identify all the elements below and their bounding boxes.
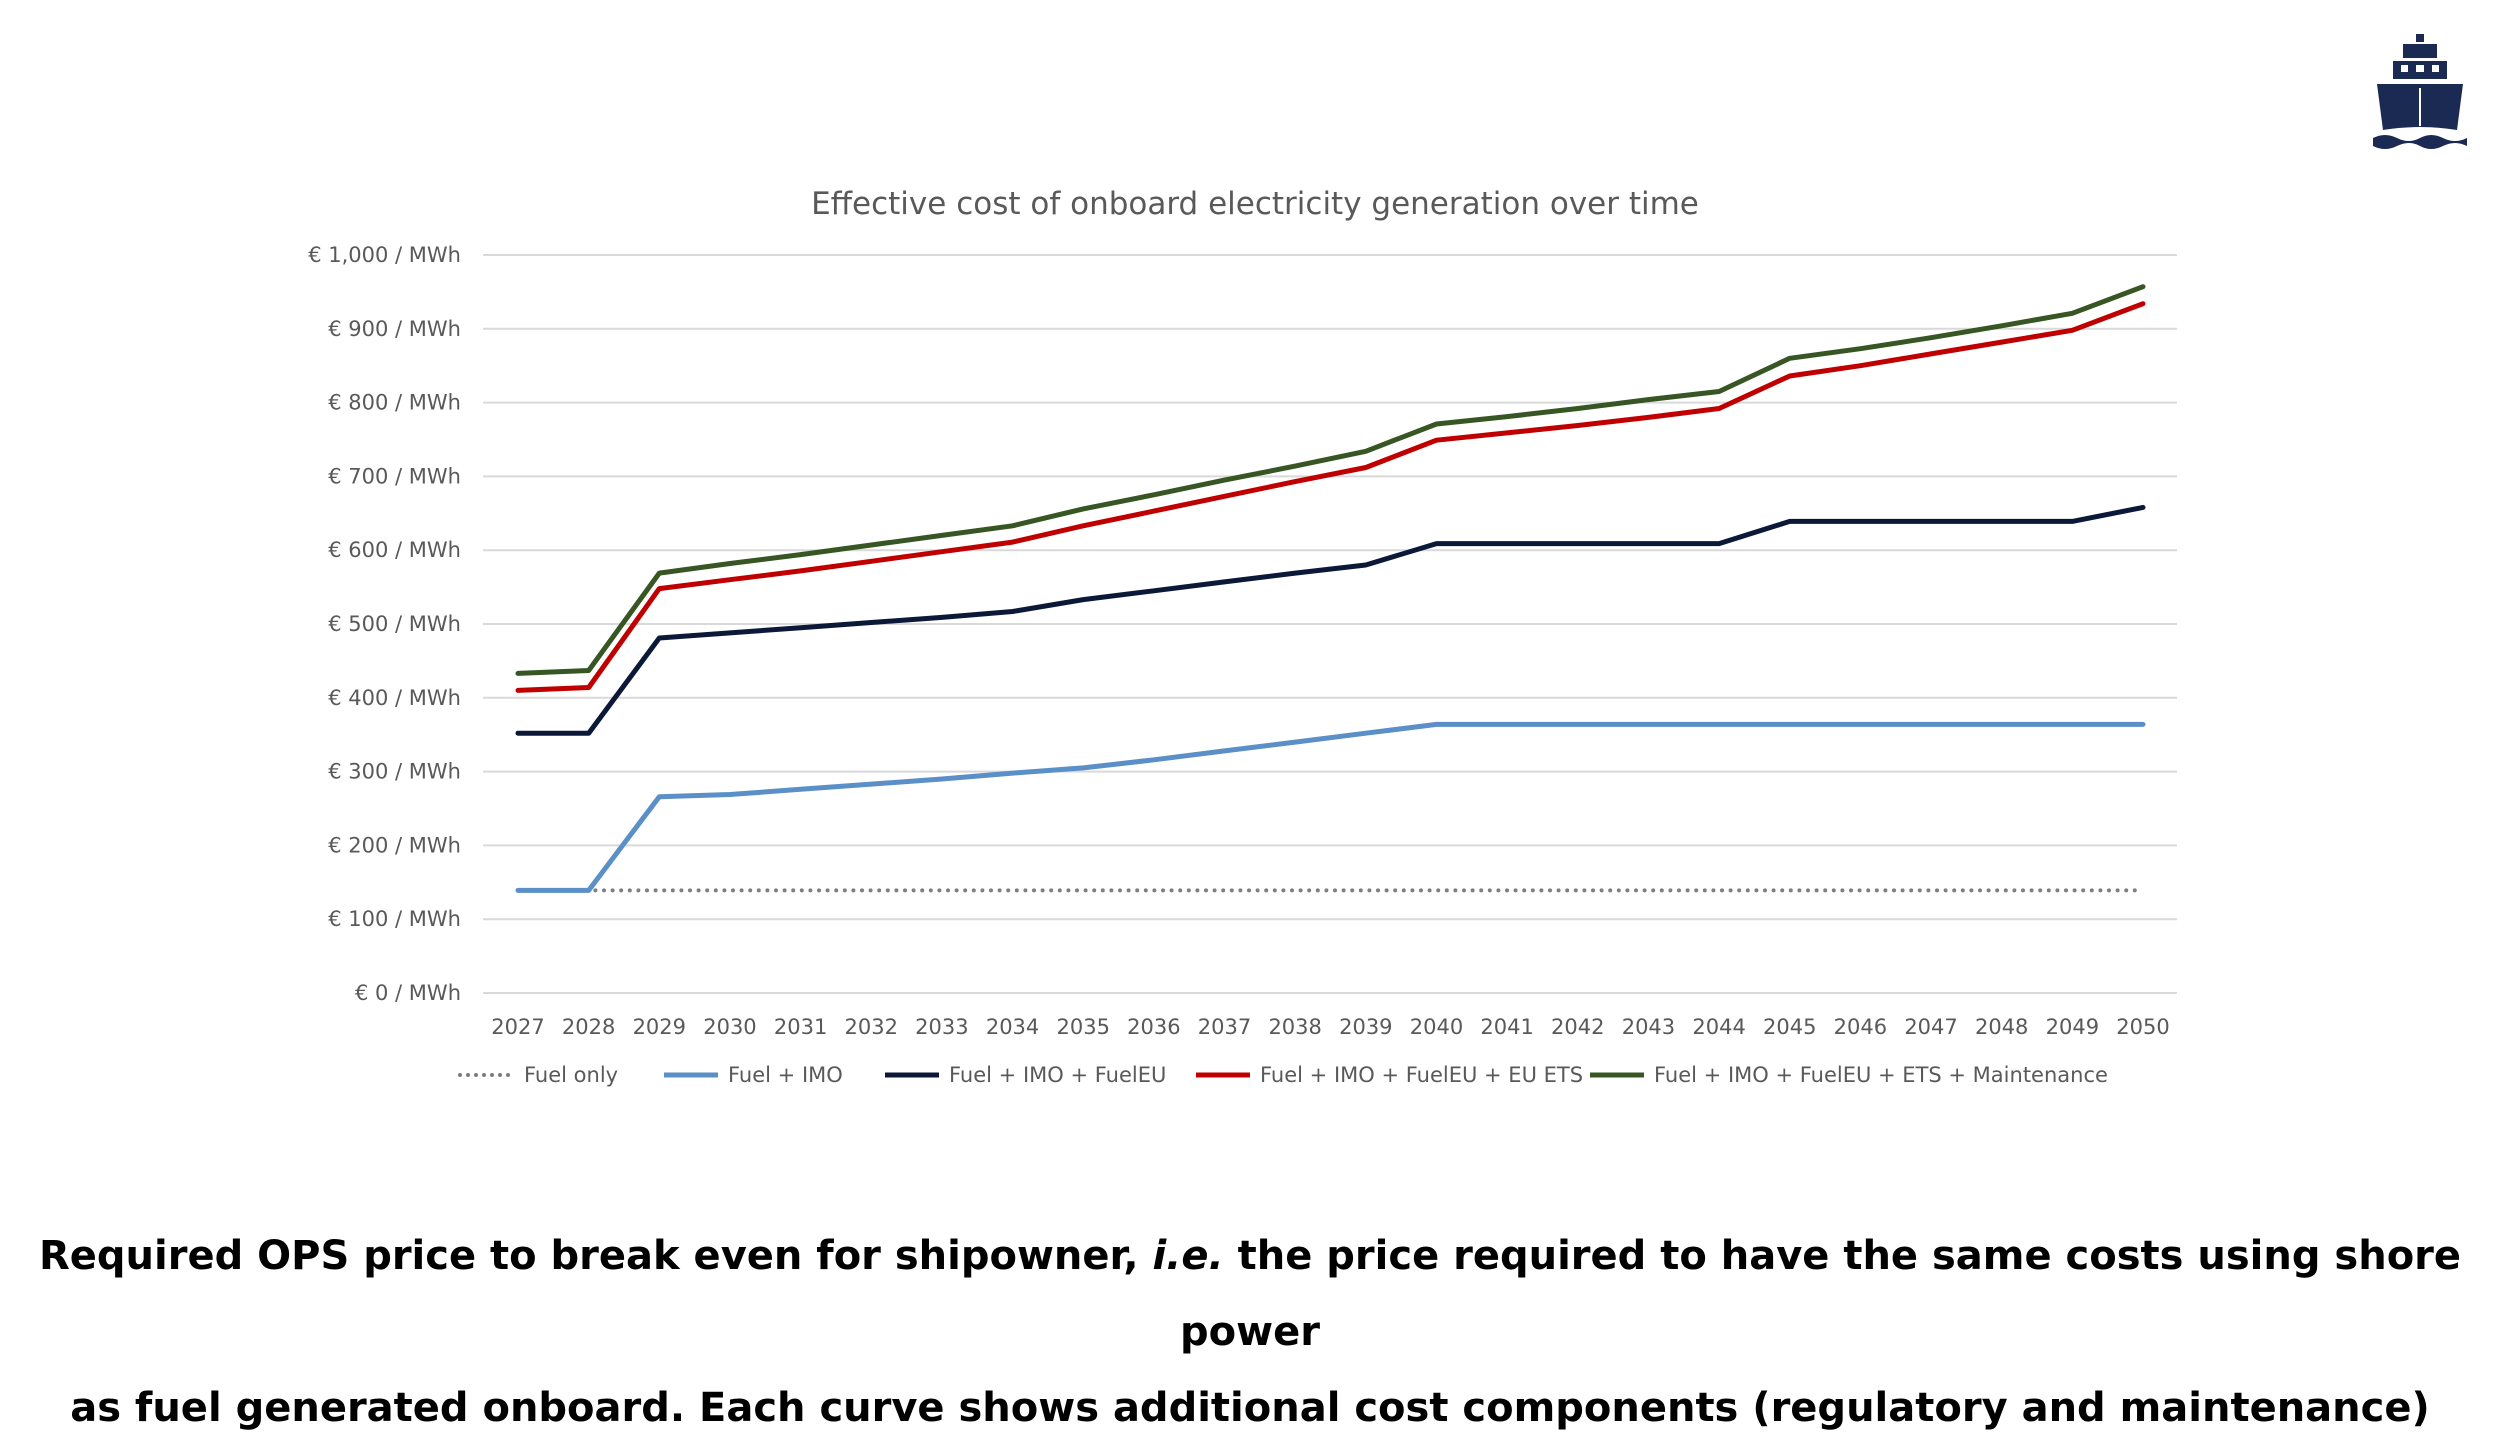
y-tick-label: € 800 / MWh	[328, 391, 461, 415]
y-axis-tick-labels: € 0 / MWh € 100 / MWh € 200 / MWh € 300 / M…	[308, 243, 461, 1005]
x-tick-label: 2032	[845, 1015, 898, 1039]
y-tick-label: € 0 / MWh	[355, 981, 461, 1005]
legend-label: Fuel + IMO + FuelEU + ETS + Maintenance	[1654, 1063, 2108, 1087]
x-tick-label: 2040	[1410, 1015, 1463, 1039]
caption-italic-text: i.e.	[1152, 1233, 1224, 1279]
x-tick-label: 2035	[1056, 1015, 1109, 1039]
y-tick-label: € 400 / MWh	[328, 686, 461, 710]
x-tick-label: 2039	[1339, 1015, 1392, 1039]
x-tick-label: 2048	[1975, 1015, 2028, 1039]
x-tick-label: 2041	[1480, 1015, 1533, 1039]
y-tick-label: € 300 / MWh	[328, 760, 461, 784]
series-line	[515, 721, 2146, 893]
x-tick-label: 2045	[1763, 1015, 1816, 1039]
x-tick-label: 2031	[774, 1015, 827, 1039]
x-tick-label: 2029	[633, 1015, 686, 1039]
series-line	[515, 301, 2146, 693]
x-tick-label: 2044	[1692, 1015, 1745, 1039]
legend-label: Fuel + IMO + FuelEU	[949, 1063, 1166, 1087]
x-tick-label: 2050	[2116, 1015, 2169, 1039]
x-tick-label: 2046	[1834, 1015, 1887, 1039]
series-line	[515, 284, 2146, 676]
y-tick-label: € 1,000 / MWh	[308, 243, 461, 267]
x-tick-label: 2030	[703, 1015, 756, 1039]
y-tick-label: € 500 / MWh	[328, 612, 461, 636]
x-tick-label: 2038	[1268, 1015, 1321, 1039]
x-tick-label: 2049	[2046, 1015, 2099, 1039]
ship-icon	[2373, 34, 2467, 149]
x-tick-label: 2027	[491, 1015, 544, 1039]
x-axis-tick-labels: 2027 2028 2029 2030 2031 2032 2033 2034 2035 2036…	[491, 1015, 2169, 1039]
x-tick-label: 2036	[1127, 1015, 1180, 1039]
chart: Effective cost of onboard electricity ge…	[308, 186, 2177, 1087]
y-tick-label: € 200 / MWh	[328, 833, 461, 857]
x-tick-label: 2033	[915, 1015, 968, 1039]
caption-line-1: Required OPS price to break even for shi…	[0, 1218, 2500, 1370]
caption-text: the price required to have the same cost…	[1180, 1233, 2462, 1355]
y-tick-label: € 600 / MWh	[328, 538, 461, 562]
gridlines	[483, 254, 2177, 994]
y-tick-label: € 100 / MWh	[328, 907, 461, 931]
figure-caption: Required OPS price to break even for shi…	[0, 1218, 2500, 1446]
x-tick-label: 2047	[1904, 1015, 1957, 1039]
y-tick-label: € 900 / MWh	[328, 317, 461, 341]
x-tick-label: 2043	[1622, 1015, 1675, 1039]
y-tick-label: € 700 / MWh	[328, 464, 461, 488]
chart-title: Effective cost of onboard electricity ge…	[811, 186, 1699, 222]
caption-text: Required OPS price to break even for shi…	[38, 1233, 1153, 1279]
series-lines	[515, 284, 2146, 893]
x-tick-label: 2028	[562, 1015, 615, 1039]
series-line	[515, 504, 2146, 736]
legend-label: Fuel + IMO + FuelEU + EU ETS	[1260, 1063, 1583, 1087]
x-tick-label: 2042	[1551, 1015, 1604, 1039]
x-tick-label: 2037	[1198, 1015, 1251, 1039]
legend: Fuel only Fuel + IMO Fuel + IMO + FuelEU Fu…	[458, 1063, 2108, 1087]
caption-line-2: as fuel generated onboard. Each curve sh…	[70, 1385, 2430, 1431]
legend-label: Fuel only	[524, 1063, 618, 1087]
legend-label: Fuel + IMO	[728, 1063, 843, 1087]
x-tick-label: 2034	[986, 1015, 1039, 1039]
